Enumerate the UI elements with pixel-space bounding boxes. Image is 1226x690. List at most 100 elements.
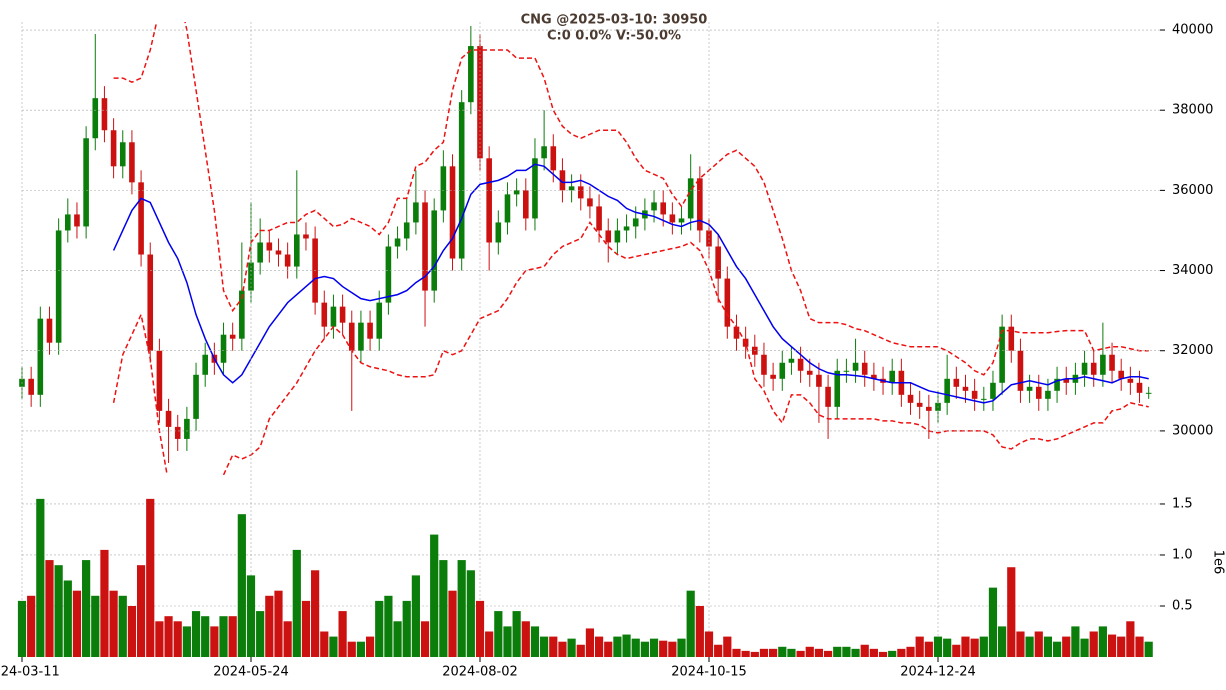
x-tick-label: 2024-10-15 (671, 665, 747, 680)
candle-body (1081, 362, 1088, 375)
volume-bar (979, 636, 988, 657)
y-tick-label: 1.0 (1172, 547, 1193, 562)
volume-bar (604, 641, 613, 657)
candle-body (303, 234, 309, 239)
volume-bar (311, 570, 320, 657)
candle-body (92, 98, 99, 139)
candle-body (916, 402, 923, 407)
volume-bar (833, 646, 842, 657)
volume-bar (906, 646, 915, 657)
volume-bar (475, 600, 485, 657)
candle-body (83, 138, 89, 227)
candle-body (816, 374, 822, 387)
volume-bar (759, 648, 769, 657)
candle-body (861, 362, 868, 375)
volume-bar (796, 650, 805, 657)
volume-bar (1144, 641, 1153, 657)
candle-body (953, 378, 960, 387)
candle-body (678, 218, 685, 223)
volume-bar (494, 611, 503, 657)
candle-body (358, 322, 364, 351)
volume-bar (173, 621, 182, 657)
candle-body (55, 230, 62, 343)
volume-bar (146, 498, 155, 657)
candle-body (532, 158, 538, 219)
candle-body (138, 182, 144, 255)
volume-bar (567, 638, 576, 657)
volume-bar (246, 575, 256, 657)
volume-bar (1043, 636, 1053, 657)
candle-body (1136, 382, 1143, 393)
candle-body (724, 278, 731, 327)
candle-body (605, 230, 612, 243)
y-tick-label: 36000 (1172, 183, 1213, 198)
volume-bar (695, 605, 704, 657)
indicator-line (112, 221, 1149, 475)
volume-bar (521, 621, 530, 657)
candle-body (843, 370, 850, 372)
candle-body (1035, 386, 1042, 399)
candle-body (229, 334, 236, 339)
volume-bar (375, 600, 384, 657)
candle-body (623, 226, 630, 231)
candle-body (687, 178, 694, 219)
volume-bar (301, 600, 311, 657)
volume-bar (1080, 638, 1089, 657)
volume-bar (1107, 634, 1117, 657)
candle-body (284, 254, 291, 267)
candle-body (770, 374, 776, 379)
candle-body (1118, 370, 1124, 379)
candle-body (486, 158, 492, 243)
volume-bar (842, 646, 851, 657)
candle-body (788, 358, 795, 363)
candle-body (101, 98, 108, 131)
candle-body (1026, 386, 1033, 391)
candle-body (495, 222, 502, 243)
volume-bar (54, 565, 63, 657)
candle-body (202, 354, 208, 375)
candle-body (367, 322, 373, 339)
volume-bar (164, 616, 173, 657)
candle-body (220, 334, 227, 363)
candle-body (981, 398, 987, 400)
volume-bar (814, 648, 824, 657)
volume-bar (466, 570, 475, 657)
volume-bar (448, 590, 457, 657)
volume-bar (63, 580, 72, 657)
candle-body (779, 362, 786, 379)
volume-bar (530, 626, 540, 657)
candle-body (1127, 378, 1134, 383)
volume-bar (136, 565, 146, 657)
candle-body (550, 146, 557, 171)
volume-bar (127, 605, 137, 657)
candle-body (568, 186, 575, 191)
volume-bar (943, 638, 952, 657)
volume-bar (191, 611, 201, 657)
candle-body (413, 202, 419, 223)
candle-body (1090, 362, 1097, 375)
volume-bar (228, 616, 237, 657)
volume-bar (549, 636, 558, 657)
candle-body (632, 218, 639, 227)
volume-bar (1062, 636, 1071, 657)
y-tick-label: 1.5 (1172, 496, 1193, 511)
x-tick-label: 2024-08-02 (442, 665, 518, 680)
candle-body (440, 166, 447, 211)
volume-bar (961, 636, 970, 657)
volume-bar (82, 560, 91, 657)
volume-bar (1052, 641, 1062, 657)
candle-body (1063, 378, 1070, 383)
volume-bar (851, 648, 860, 657)
volume-bar (878, 651, 888, 657)
volume-bar (210, 626, 219, 657)
candle-body (541, 146, 547, 159)
candle-body (660, 202, 666, 215)
candle-body (449, 166, 456, 259)
y-tick-label: 38000 (1172, 103, 1213, 118)
volume-bar (411, 575, 420, 657)
candle-body (651, 202, 657, 211)
candle-body (587, 198, 593, 207)
volume-bar (182, 626, 191, 657)
candle-body (348, 322, 355, 351)
